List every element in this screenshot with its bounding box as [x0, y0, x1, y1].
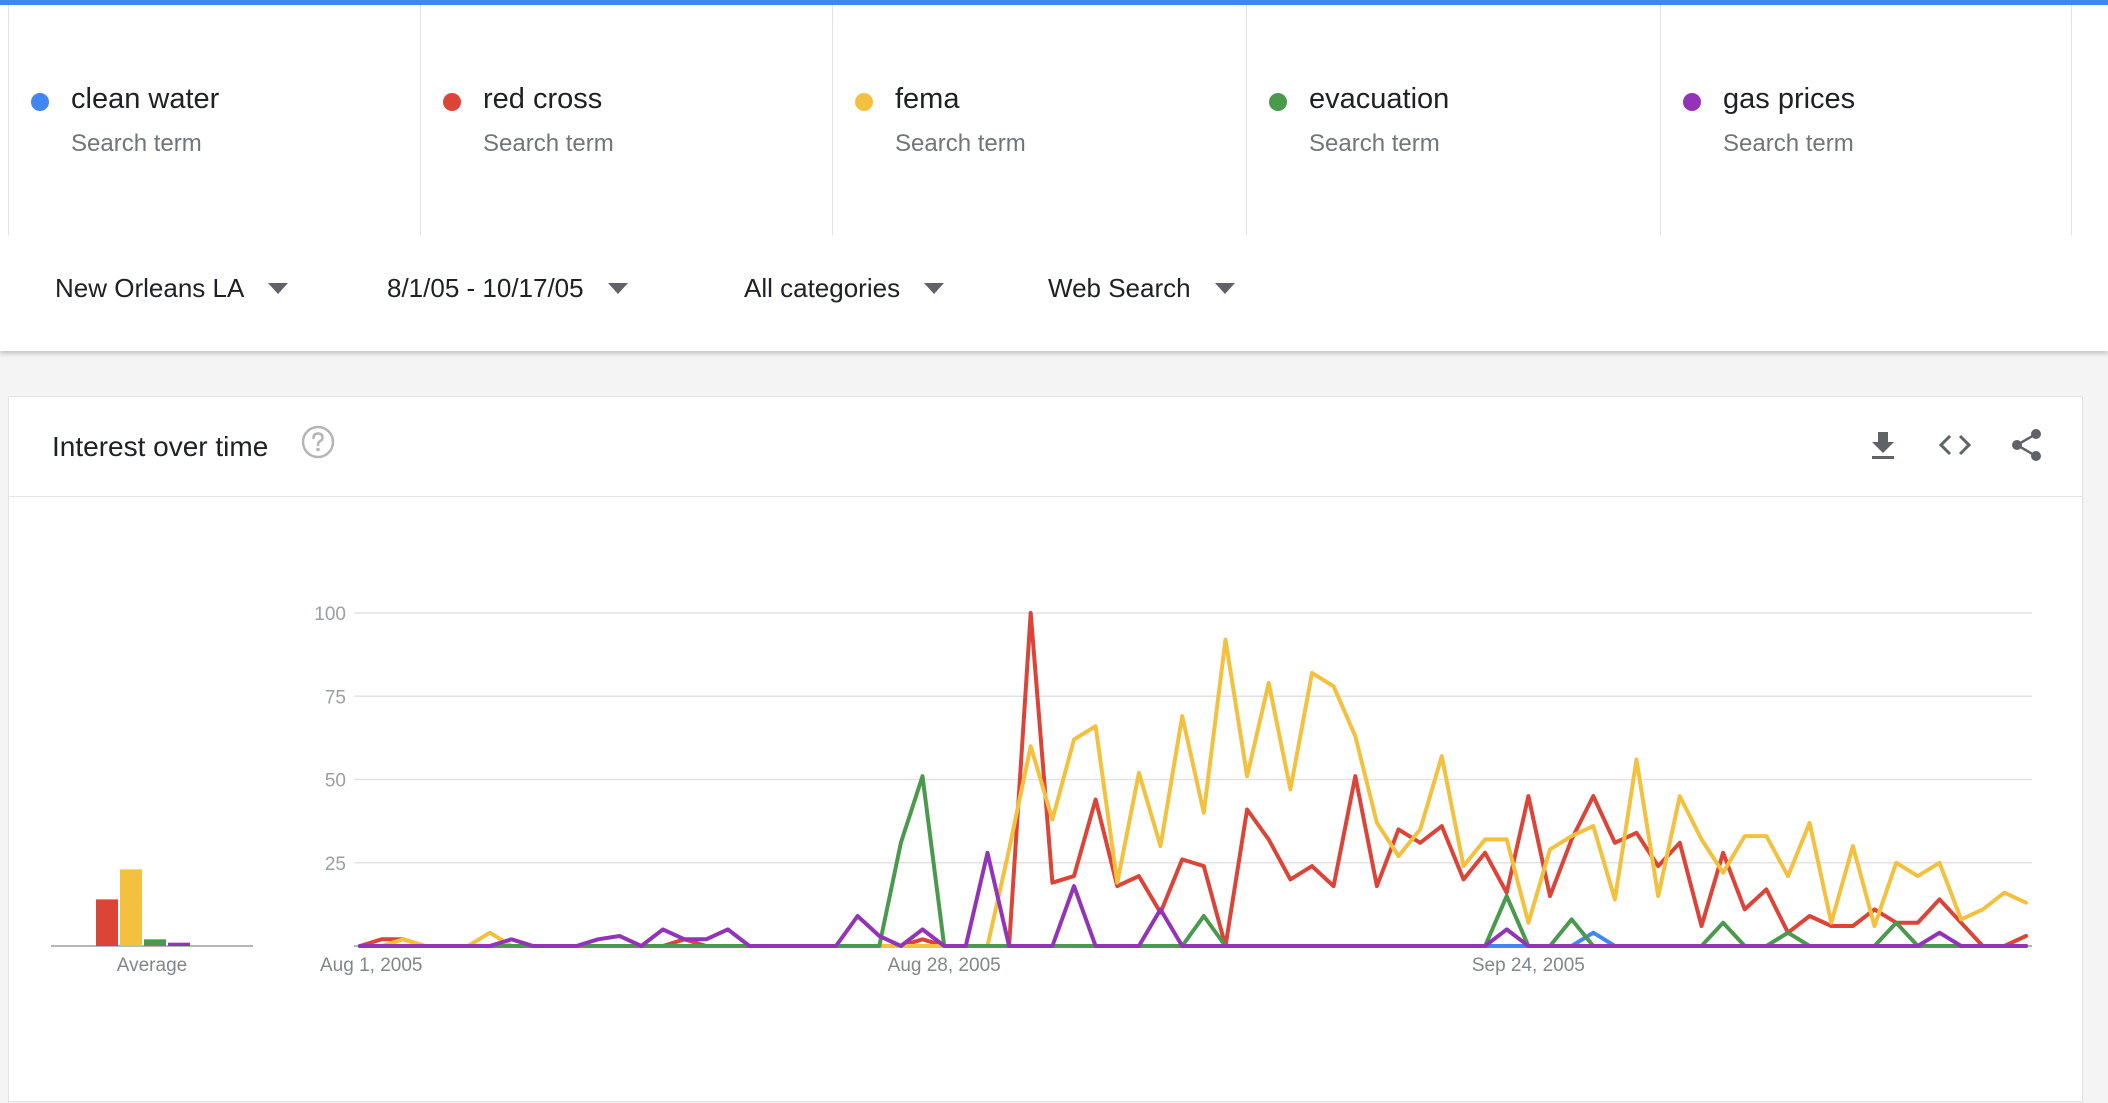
term-subtitle: Search term — [1309, 130, 1440, 157]
term-color-dot — [443, 93, 461, 111]
term-card-clean-water[interactable]: clean water Search term — [8, 5, 420, 235]
y-tick-label: 25 — [325, 854, 346, 875]
average-label: Average — [117, 955, 187, 976]
term-color-dot — [31, 93, 49, 111]
category-label: All categories — [744, 273, 901, 303]
average-bar-evacuation — [144, 939, 166, 946]
caret-down-icon — [1214, 283, 1235, 294]
caret-down-icon — [268, 283, 289, 294]
location-label: New Orleans LA — [55, 273, 245, 303]
category-dropdown[interactable]: All categories — [744, 273, 945, 304]
caret-down-icon — [924, 283, 945, 294]
embed-code-icon[interactable] — [1937, 427, 1973, 463]
interest-chart: 25 50 75 100 Aug 1, 2005 Aug 28, 2005 Sep 24, … — [51, 604, 2032, 976]
term-subtitle: Search term — [1723, 130, 1854, 157]
x-tick-label: Sep 24, 2005 — [1472, 955, 1585, 976]
x-tick-label: Aug 28, 2005 — [888, 955, 1001, 976]
search-terms-bar: clean water Search term red cross Search… — [0, 5, 2108, 236]
date-range-dropdown[interactable]: 8/1/05 - 10/17/05 — [387, 273, 628, 304]
card-title: Interest over time — [52, 431, 269, 462]
term-name: fema — [895, 83, 960, 115]
term-name: gas prices — [1723, 83, 1856, 115]
average-bar-red-cross — [96, 899, 118, 946]
caret-down-icon — [607, 283, 628, 294]
card-header: Interest over time — [9, 397, 2082, 497]
term-subtitle: Search term — [895, 130, 1026, 157]
series-line-fema — [358, 637, 2028, 948]
term-card-fema[interactable]: fema Search term — [832, 5, 1244, 235]
help-icon[interactable] — [301, 425, 335, 459]
search-type-dropdown[interactable]: Web Search — [1048, 273, 1235, 304]
term-subtitle: Search term — [483, 130, 614, 157]
filter-bar: New Orleans LA 8/1/05 - 10/17/05 All cat… — [0, 235, 2108, 351]
y-tick-label: 50 — [325, 771, 346, 792]
term-name: red cross — [483, 83, 603, 115]
search-type-label: Web Search — [1048, 273, 1191, 303]
term-card-red-cross[interactable]: red cross Search term — [420, 5, 832, 235]
top-accent-bar — [0, 0, 2108, 5]
average-bar-fema — [120, 869, 142, 946]
y-tick-label: 75 — [325, 687, 346, 708]
term-card-gas-prices[interactable]: gas prices Search term — [1660, 5, 2072, 235]
term-name: clean water — [71, 83, 220, 115]
term-color-dot — [1683, 93, 1701, 111]
interest-over-time-card: Interest over time 25 50 75 100 Aug 1, 2005 A… — [8, 396, 2083, 1102]
term-subtitle: Search term — [71, 130, 202, 157]
date-range-label: 8/1/05 - 10/17/05 — [387, 273, 584, 303]
average-bar-gas-prices — [168, 942, 190, 946]
term-color-dot — [1269, 93, 1287, 111]
share-icon[interactable] — [2009, 427, 2045, 463]
series-line-gas-prices — [358, 850, 2028, 948]
term-card-evacuation[interactable]: evacuation Search term — [1246, 5, 1658, 235]
term-color-dot — [855, 93, 873, 111]
y-tick-label: 100 — [314, 604, 346, 625]
download-icon[interactable] — [1865, 427, 1901, 463]
x-tick-label: Aug 1, 2005 — [320, 955, 422, 976]
location-dropdown[interactable]: New Orleans LA — [55, 273, 289, 304]
term-name: evacuation — [1309, 83, 1450, 115]
